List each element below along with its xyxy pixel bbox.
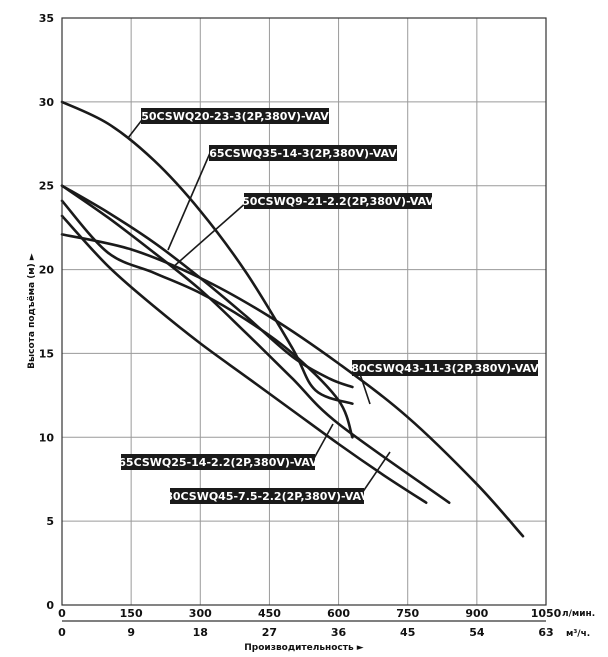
x2-tick-label-3: 27 — [262, 626, 277, 639]
x-unit-label: л/мин. — [562, 609, 595, 619]
x2-unit-label: м³/ч. — [566, 629, 590, 639]
x2-tick-label-2: 18 — [193, 626, 208, 639]
x-tick-label-1: 150 — [120, 607, 143, 620]
x2-tick-label-5: 45 — [400, 626, 415, 639]
y-tick-label-7: 35 — [39, 12, 54, 25]
x2-tick-label-7: 63 — [538, 626, 553, 639]
x-tick-label-3: 450 — [258, 607, 281, 620]
y-tick-label-6: 30 — [39, 96, 55, 109]
series-label-2: 50CSWQ9-21-2.2(2P,380V)-VAV — [242, 195, 434, 208]
y-tick-label-0: 0 — [46, 599, 54, 612]
y-tick-label-3: 15 — [39, 347, 54, 360]
x-tick-label-6: 900 — [465, 607, 488, 620]
plot-frame — [61, 17, 547, 606]
x-tick-label-7: 1050 — [531, 607, 562, 620]
label-leader-5 — [359, 451, 391, 497]
label-box-5 — [170, 488, 364, 504]
y-tick-label-4: 20 — [39, 264, 55, 277]
series-label-4: 65CSWQ25-14-2.2(2P,380V)-VAV — [118, 456, 318, 469]
curves — [60, 100, 525, 538]
x2-tick-label-4: 36 — [331, 626, 347, 639]
y-axis-title: Высота подъёма (м) ► — [27, 253, 37, 369]
series-curve-1 — [60, 184, 451, 504]
x2-tick-label-0: 0 — [58, 626, 66, 639]
series-label-1: 65CSWQ35-14-3(2P,380V)-VAV — [209, 147, 397, 160]
series-curve-5 — [60, 214, 428, 504]
label-leader-1 — [167, 152, 211, 251]
x2-tick-label-1: 9 — [127, 626, 135, 639]
label-box-1 — [209, 145, 397, 161]
series-label-3: 80CSWQ43-11-3(2P,380V)-VAV — [351, 362, 539, 375]
series-label-0: 50CSWQ20-23-3(2P,380V)-VAV — [141, 110, 329, 123]
series-curve-3 — [60, 233, 525, 538]
label-box-3 — [352, 360, 538, 376]
y-tick-label-2: 10 — [39, 431, 55, 444]
y-tick-label-1: 5 — [46, 515, 54, 528]
x-tick-label-4: 600 — [327, 607, 350, 620]
series-curve-2 — [60, 199, 354, 439]
y-tick-label-5: 25 — [39, 180, 54, 193]
x-tick-label-2: 300 — [189, 607, 212, 620]
label-leader-2 — [171, 200, 249, 269]
axes: 0 5 10 15 20 25 30 35 0 150 300 450 600 750 900 1050 0 9 1… — [39, 12, 562, 639]
label-box-0 — [141, 108, 329, 124]
grid — [61, 17, 547, 606]
label-leader-4 — [311, 423, 334, 463]
x-tick-label-0: 0 — [58, 607, 66, 620]
x-tick-label-5: 750 — [396, 607, 419, 620]
series-labels: 50CSWQ20-23-3(2P,380V)-VAV 65CSWQ35-14-3(… — [118, 108, 539, 504]
x2-tick-label-6: 54 — [469, 626, 485, 639]
label-box-4 — [121, 454, 315, 470]
series-curve-0 — [60, 100, 354, 405]
series-curve-4 — [60, 184, 354, 389]
series-label-5: 80CSWQ45-7.5-2.2(2P,380V)-VAV — [165, 490, 369, 503]
x-axis-title: Производительность ► — [244, 643, 364, 653]
label-box-2 — [244, 193, 432, 209]
label-leaders — [127, 115, 391, 497]
